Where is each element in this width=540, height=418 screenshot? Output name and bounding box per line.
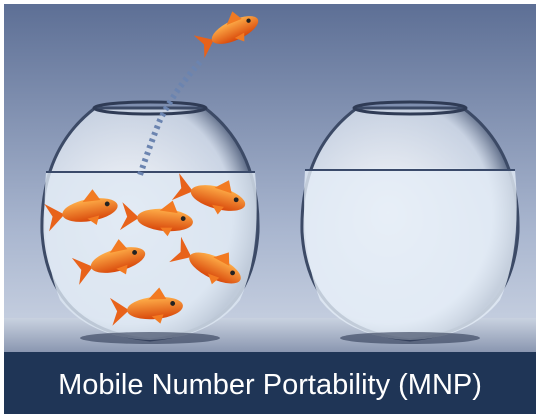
right-bowl [302,102,518,344]
illustration: Mobile Number Portability (MNP) [0,0,540,418]
caption: Mobile Number Portability (MNP) [58,369,482,401]
image-frame: Mobile Number Portability (MNP) [0,0,540,418]
